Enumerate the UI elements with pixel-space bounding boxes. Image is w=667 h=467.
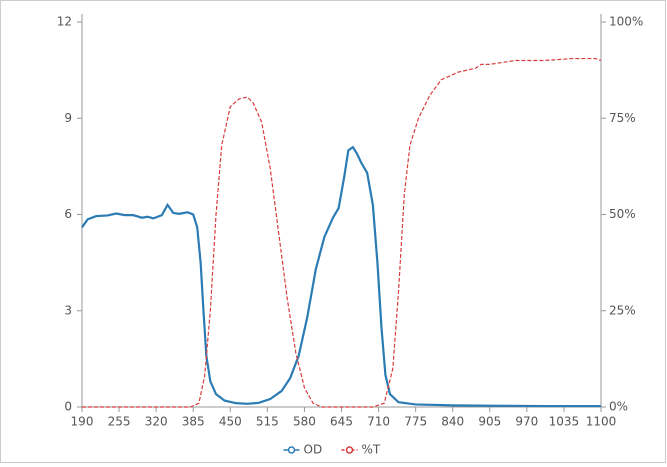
y-tick-label: 9 (64, 111, 72, 125)
y2-tick-label: 100% (609, 15, 643, 29)
x-tick-label: 1100 (586, 415, 617, 429)
legend-marker (345, 446, 354, 454)
y-tick-label: 3 (64, 303, 72, 317)
x-tick-label: 450 (219, 415, 242, 429)
x-tick-label: 1035 (549, 415, 580, 429)
legend-marker (287, 446, 296, 454)
x-tick-label: 515 (256, 415, 279, 429)
x-tick-label: 645 (330, 415, 353, 429)
x-tick-label: 385 (182, 415, 205, 429)
x-tick-label: 970 (515, 415, 538, 429)
y2-tick-label: 75% (609, 111, 636, 125)
x-tick-label: 320 (145, 415, 168, 429)
legend-label: OD (304, 443, 323, 457)
x-tick-label: 840 (441, 415, 464, 429)
x-tick-label: 580 (293, 415, 316, 429)
legend-label: %T (362, 443, 381, 457)
x-tick-label: 710 (367, 415, 390, 429)
x-tick-label: 905 (478, 415, 501, 429)
series-line (81, 145, 601, 408)
x-tick-label: 775 (404, 415, 427, 429)
x-tick-label: 190 (71, 415, 94, 429)
x-tick-label: 255 (108, 415, 131, 429)
series-line (82, 57, 602, 408)
y-tick-label: 6 (64, 207, 72, 221)
y2-tick-label: 50% (609, 207, 636, 221)
y2-tick-label: 25% (609, 303, 636, 317)
y-tick-label: 0 (64, 400, 72, 414)
y-tick-label: 12 (57, 15, 72, 29)
y2-tick-label: 0% (609, 400, 628, 414)
